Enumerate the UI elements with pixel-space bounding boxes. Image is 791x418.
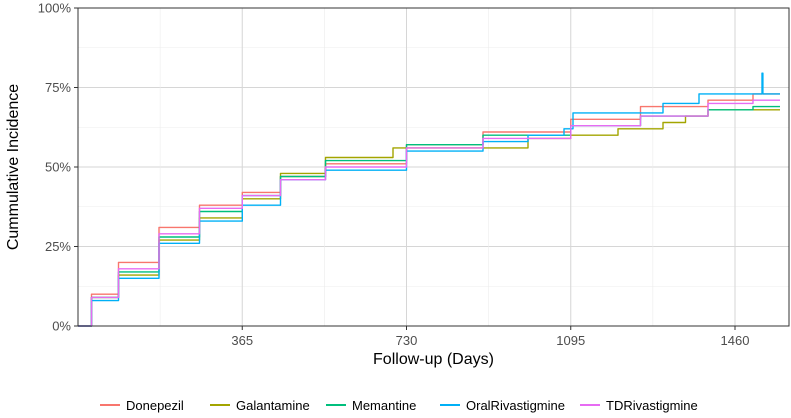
- grid: [78, 7, 789, 327]
- legend-label: Galantamine: [236, 397, 310, 413]
- legend-label: Donepezil: [126, 397, 184, 413]
- x-tick-label: 1460: [721, 333, 750, 348]
- x-tick-label: 365: [231, 333, 253, 348]
- legend-item-tdrivastigmine: TDRivastigmine: [580, 392, 698, 418]
- legend-key-swatch: [100, 404, 120, 406]
- legend-key-swatch: [580, 404, 600, 406]
- x-tick-label: 1095: [556, 333, 585, 348]
- y-tick-label: 75%: [45, 80, 71, 95]
- legend-item-donepezil: Donepezil: [100, 392, 184, 418]
- legend-item-oralrivastigmine: OralRivastigmine: [440, 392, 565, 418]
- x-axis-title: Follow-up (Days): [373, 351, 494, 368]
- legend-key-swatch: [210, 404, 230, 406]
- series-line-memantine: [78, 105, 780, 327]
- chart-svg: 0% 25% 50% 75% 100% 365 730 1095 1460 Follow-up…: [5, 1, 790, 368]
- legend-key-swatch: [440, 404, 460, 406]
- y-tick-label: 50%: [45, 160, 71, 175]
- legend-label: OralRivastigmine: [466, 397, 565, 413]
- legend-label: Memantine: [352, 397, 417, 413]
- y-tick-label: 0%: [52, 319, 71, 334]
- y-tick-label: 100%: [38, 1, 72, 16]
- x-tick-label: 730: [396, 333, 418, 348]
- x-axis-ticks: 365 730 1095 1460: [231, 326, 749, 348]
- y-tick-label: 25%: [45, 239, 71, 254]
- series-line-galantamine: [78, 109, 780, 327]
- series-line-tdrivastigmine: [78, 99, 780, 327]
- series-lines: [78, 72, 780, 327]
- y-axis-title: Cummulative Incidence: [5, 84, 22, 250]
- series-line-oralrivastigmine: [78, 72, 780, 327]
- series-line-donepezil: [78, 93, 780, 327]
- legend: Donepezil Galantamine Memantine OralRivasti…: [0, 392, 791, 418]
- legend-item-memantine: Memantine: [326, 392, 416, 418]
- legend-label: TDRivastigmine: [606, 397, 698, 413]
- legend-item-galantamine: Galantamine: [210, 392, 310, 418]
- legend-key-swatch: [326, 404, 346, 406]
- y-axis-ticks: 0% 25% 50% 75% 100%: [38, 1, 78, 334]
